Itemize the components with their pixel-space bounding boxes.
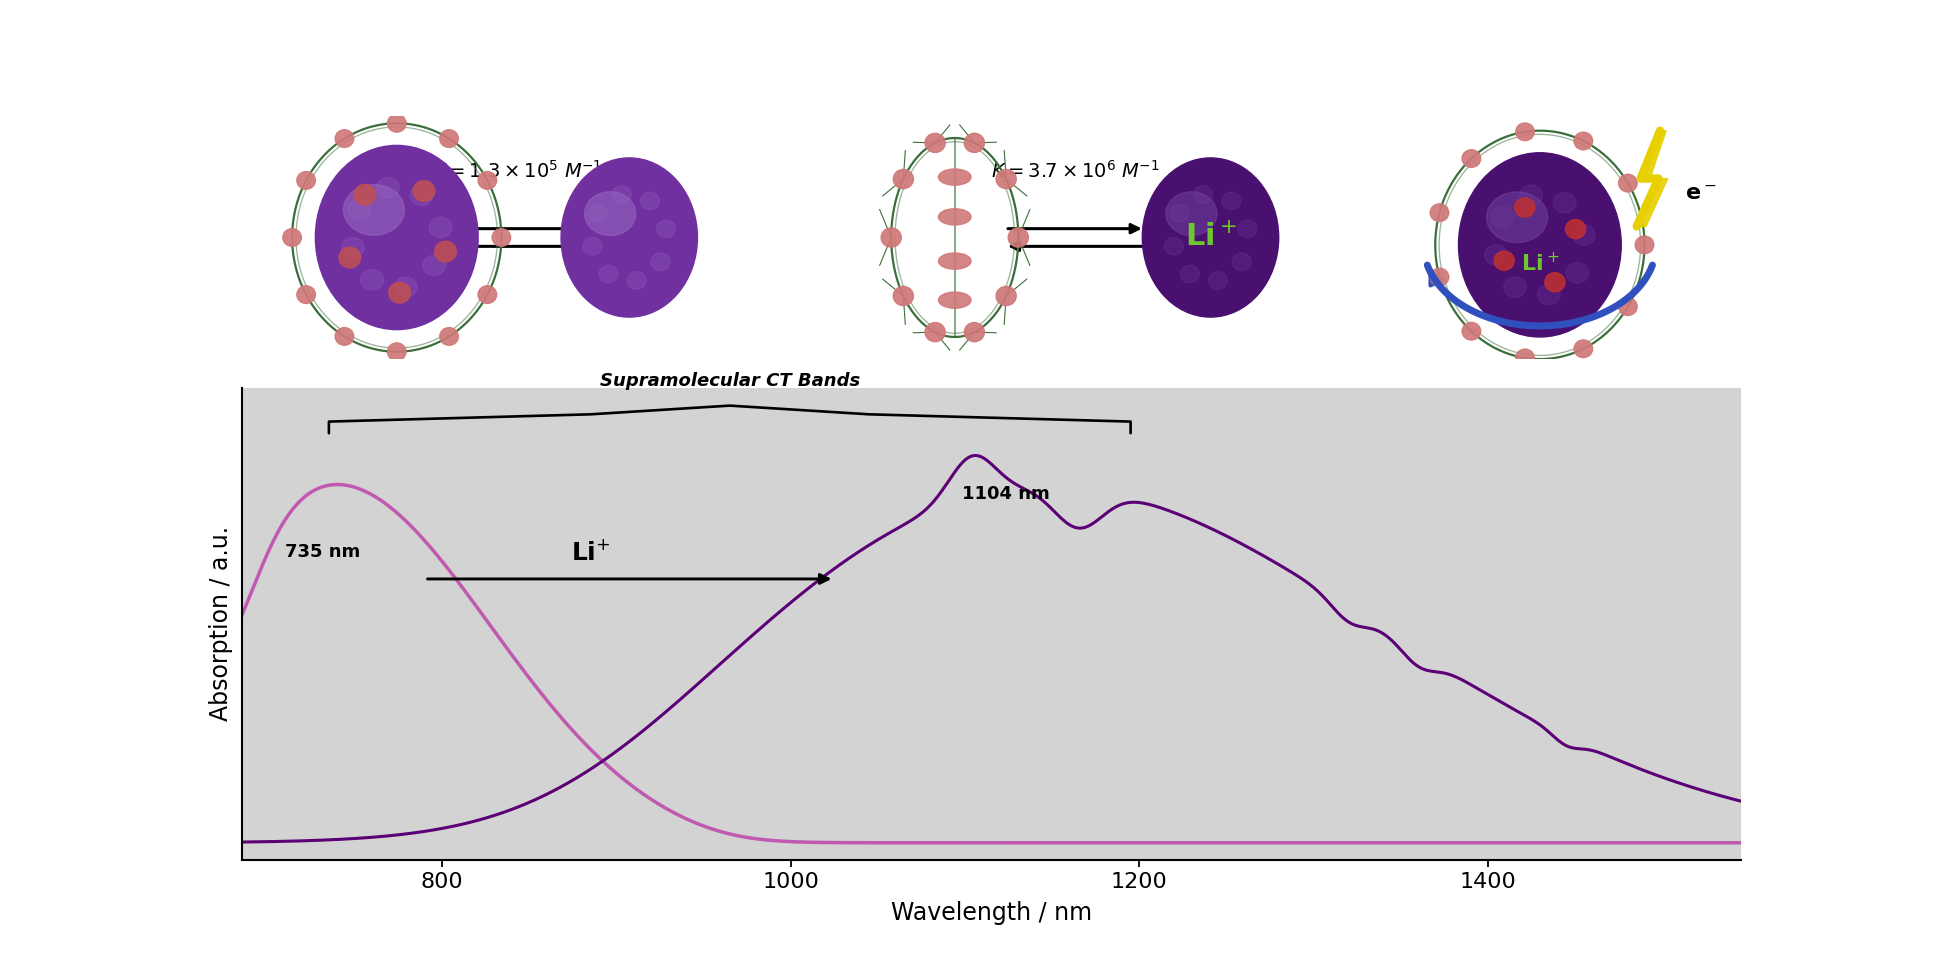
- Circle shape: [1565, 219, 1586, 239]
- Ellipse shape: [360, 270, 383, 290]
- Ellipse shape: [344, 185, 404, 235]
- Ellipse shape: [429, 217, 453, 238]
- Circle shape: [996, 169, 1015, 188]
- Circle shape: [338, 247, 360, 268]
- Ellipse shape: [410, 185, 433, 206]
- Ellipse shape: [1491, 207, 1514, 227]
- Circle shape: [387, 343, 406, 360]
- Text: Supramolecular CT Bands: Supramolecular CT Bands: [600, 372, 861, 390]
- Ellipse shape: [656, 220, 675, 238]
- Ellipse shape: [1458, 153, 1621, 337]
- Circle shape: [1636, 236, 1654, 254]
- Ellipse shape: [1572, 225, 1596, 245]
- Ellipse shape: [1166, 191, 1216, 236]
- Text: $K = 3.7\times10^6$ M$^{-1}$: $K = 3.7\times10^6$ M$^{-1}$: [990, 160, 1158, 183]
- Circle shape: [1574, 132, 1592, 150]
- Ellipse shape: [1538, 284, 1561, 304]
- Ellipse shape: [1553, 192, 1576, 213]
- Ellipse shape: [1520, 185, 1543, 206]
- Ellipse shape: [315, 146, 478, 329]
- Circle shape: [389, 282, 410, 303]
- Circle shape: [1514, 198, 1536, 217]
- Text: Li$^{+}$: Li$^{+}$: [571, 540, 609, 565]
- Circle shape: [965, 323, 984, 342]
- Ellipse shape: [424, 255, 445, 275]
- Ellipse shape: [1193, 185, 1213, 204]
- Ellipse shape: [1164, 238, 1184, 255]
- Ellipse shape: [613, 185, 630, 204]
- Circle shape: [335, 327, 354, 345]
- Ellipse shape: [640, 192, 659, 210]
- Ellipse shape: [1485, 244, 1507, 265]
- Circle shape: [1574, 340, 1592, 357]
- Polygon shape: [1636, 130, 1667, 226]
- Circle shape: [414, 181, 435, 201]
- Circle shape: [1516, 349, 1534, 367]
- Circle shape: [435, 242, 456, 262]
- Text: $K = 1.3\times10^5$ M$^{-1}$: $K = 1.3\times10^5$ M$^{-1}$: [431, 160, 601, 183]
- Ellipse shape: [1222, 192, 1242, 210]
- Circle shape: [335, 129, 354, 148]
- Ellipse shape: [1170, 205, 1189, 222]
- Ellipse shape: [1487, 192, 1547, 242]
- Text: Li$^+$: Li$^+$: [1520, 252, 1559, 275]
- Circle shape: [491, 229, 511, 246]
- Circle shape: [1495, 251, 1514, 270]
- Ellipse shape: [561, 157, 698, 317]
- Circle shape: [478, 172, 497, 189]
- Circle shape: [296, 172, 315, 189]
- Text: 1104 nm: 1104 nm: [961, 485, 1050, 503]
- Ellipse shape: [1232, 253, 1251, 270]
- Ellipse shape: [1238, 220, 1257, 238]
- Circle shape: [439, 327, 458, 345]
- X-axis label: Wavelength / nm: Wavelength / nm: [892, 901, 1091, 925]
- Ellipse shape: [582, 238, 601, 255]
- Ellipse shape: [1209, 271, 1228, 289]
- Circle shape: [439, 129, 458, 148]
- Circle shape: [1462, 150, 1481, 167]
- Circle shape: [1619, 174, 1638, 192]
- Ellipse shape: [938, 253, 971, 270]
- Circle shape: [1545, 272, 1565, 292]
- Ellipse shape: [1567, 263, 1588, 283]
- Circle shape: [296, 286, 315, 303]
- Text: e$^-$: e$^-$: [1685, 184, 1717, 203]
- Circle shape: [387, 114, 406, 132]
- Circle shape: [1008, 228, 1029, 247]
- Circle shape: [1429, 204, 1449, 221]
- Circle shape: [478, 286, 497, 303]
- Circle shape: [282, 229, 302, 246]
- Circle shape: [924, 133, 946, 153]
- Circle shape: [894, 169, 913, 188]
- Circle shape: [894, 286, 913, 305]
- Ellipse shape: [342, 238, 364, 258]
- Ellipse shape: [938, 169, 971, 185]
- Ellipse shape: [652, 253, 669, 270]
- Ellipse shape: [1143, 157, 1278, 317]
- Ellipse shape: [938, 209, 971, 225]
- Ellipse shape: [395, 277, 418, 298]
- Ellipse shape: [377, 178, 398, 198]
- Ellipse shape: [627, 271, 646, 289]
- Circle shape: [965, 133, 984, 153]
- Ellipse shape: [600, 266, 619, 283]
- Ellipse shape: [588, 205, 607, 222]
- Circle shape: [354, 185, 375, 205]
- Ellipse shape: [938, 292, 971, 308]
- Text: Li$^+$: Li$^+$: [1184, 223, 1236, 252]
- Ellipse shape: [348, 199, 371, 219]
- Circle shape: [1429, 269, 1449, 286]
- Ellipse shape: [1505, 277, 1526, 298]
- Circle shape: [882, 228, 901, 247]
- Text: 735 nm: 735 nm: [286, 543, 360, 561]
- Y-axis label: Absorption / a.u.: Absorption / a.u.: [209, 526, 234, 722]
- Ellipse shape: [1180, 266, 1199, 283]
- Circle shape: [1516, 123, 1534, 141]
- Circle shape: [1619, 298, 1638, 316]
- Ellipse shape: [584, 191, 636, 236]
- Circle shape: [1462, 323, 1481, 340]
- Circle shape: [924, 323, 946, 342]
- Circle shape: [996, 286, 1015, 305]
